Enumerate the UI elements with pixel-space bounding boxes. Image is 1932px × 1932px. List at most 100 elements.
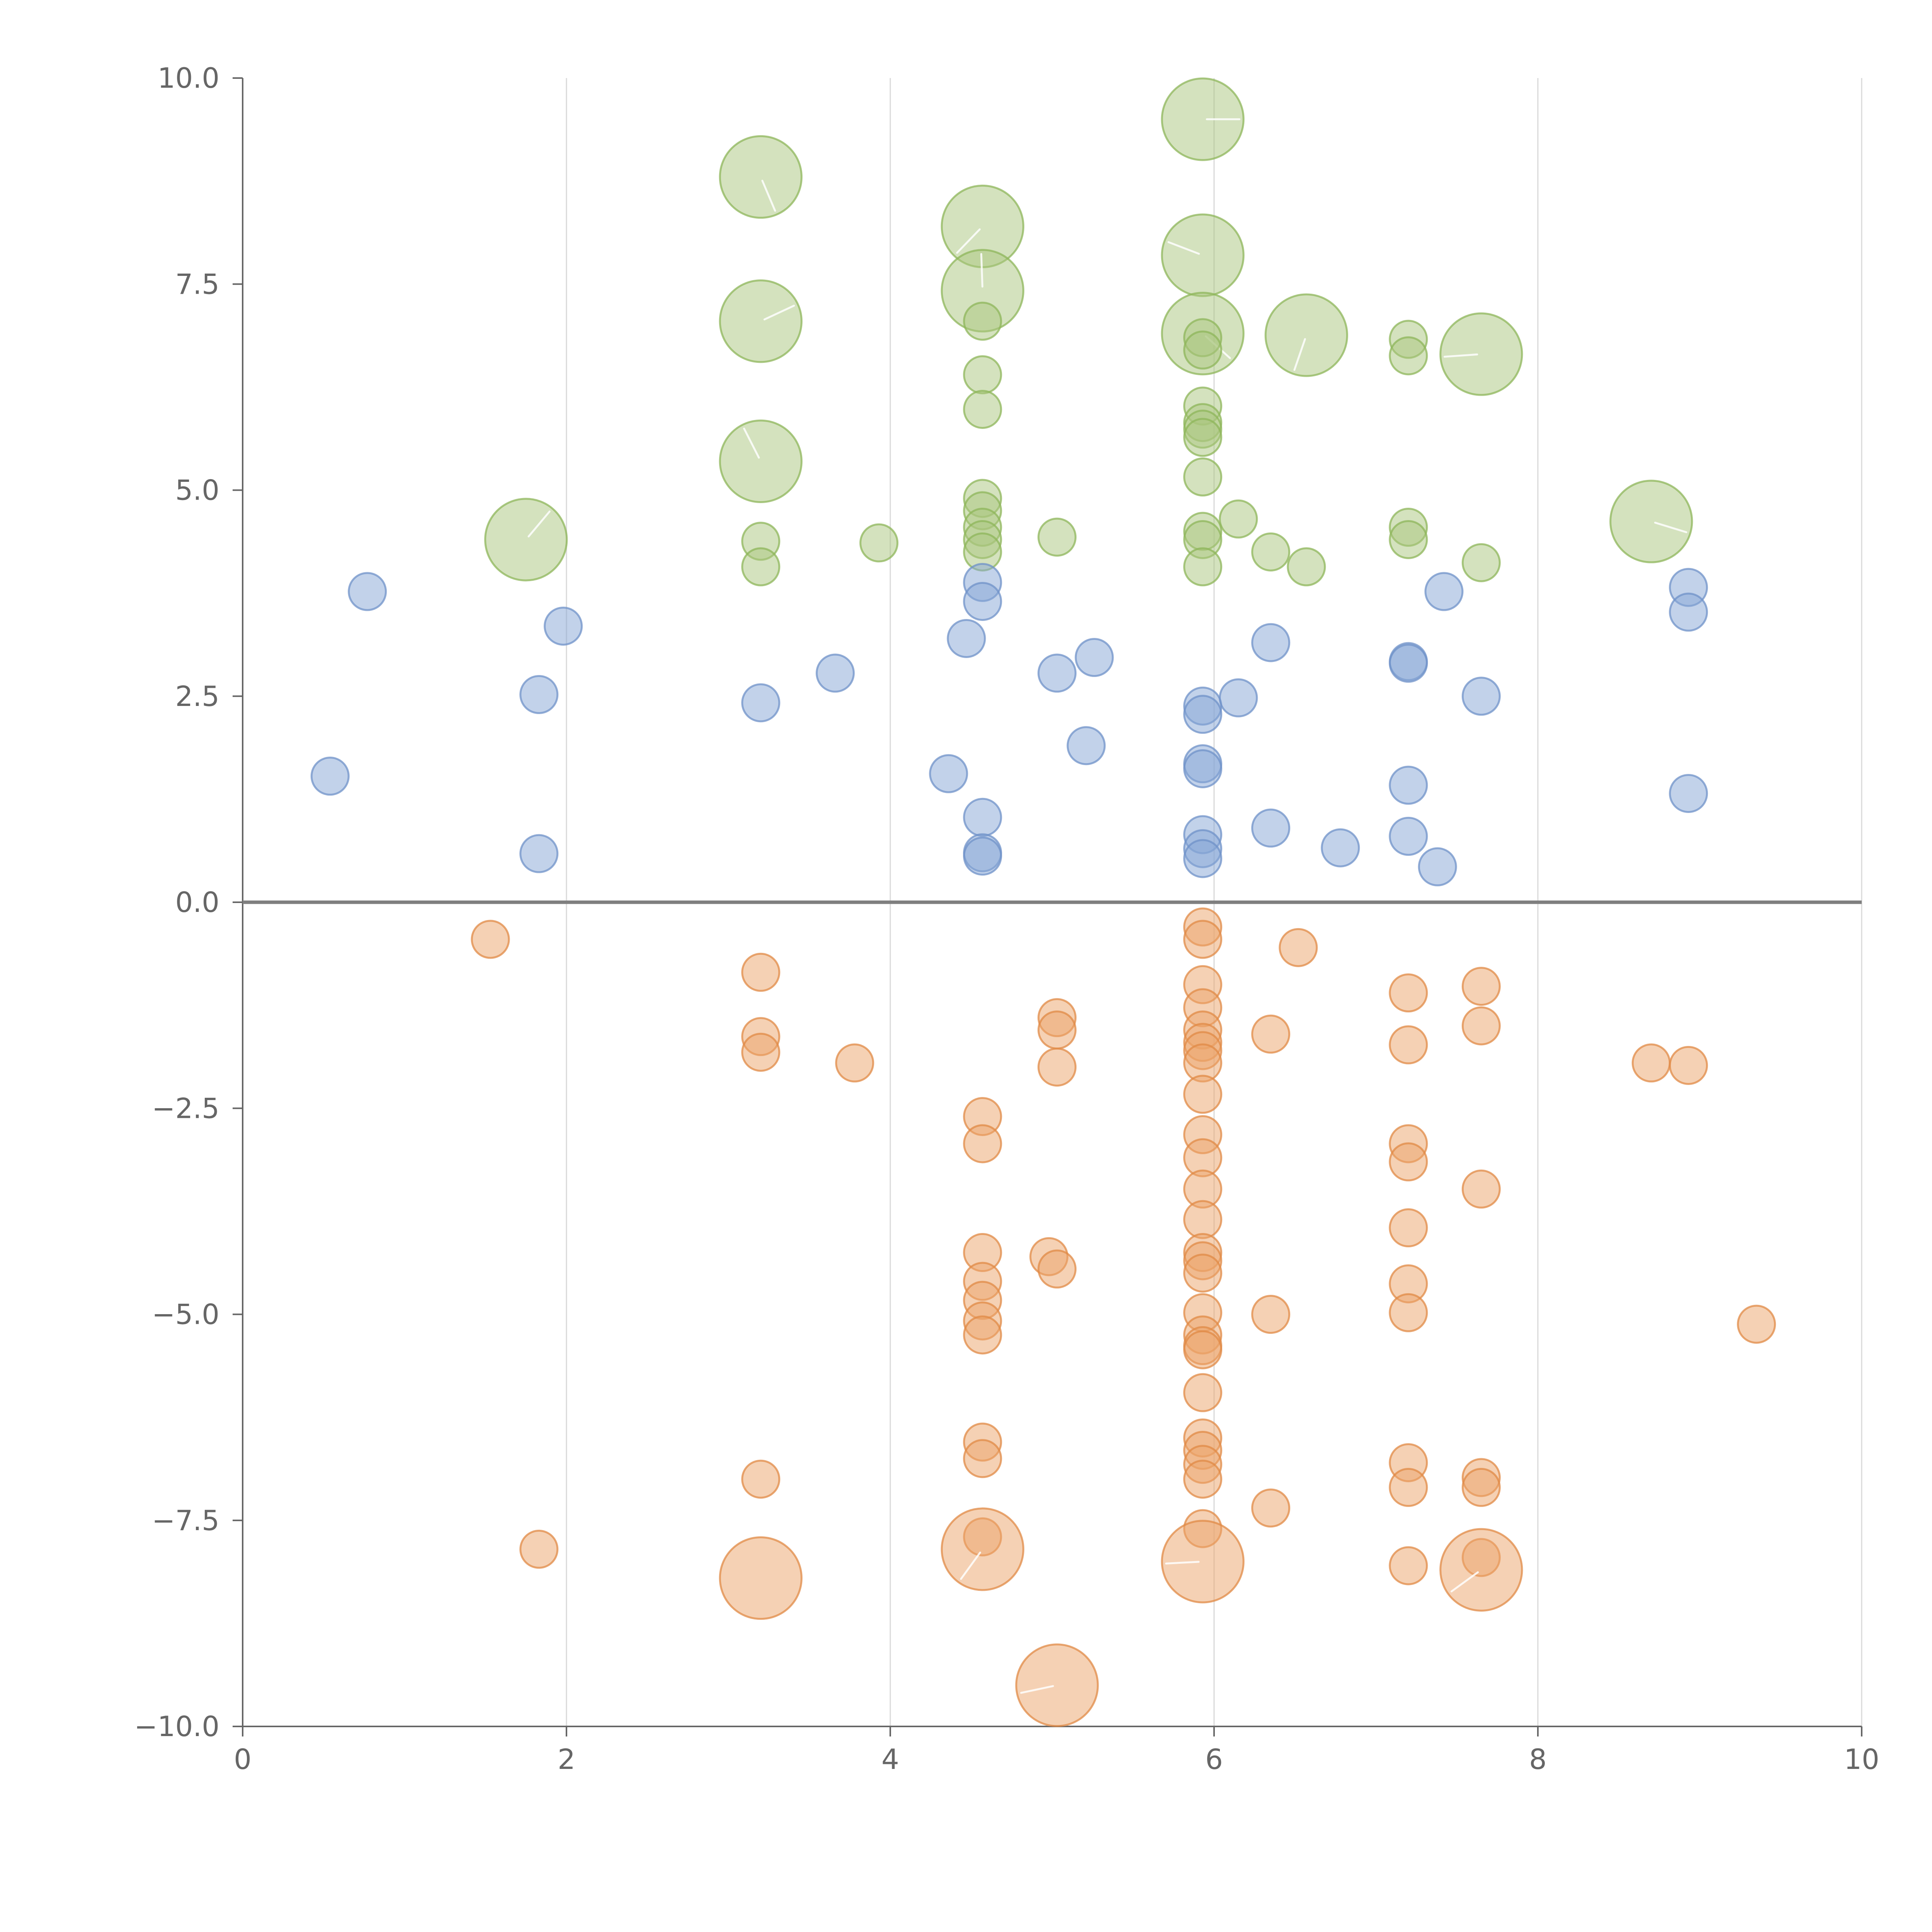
data-point [1609,480,1693,563]
data-point [947,619,986,658]
data-point [1066,726,1106,765]
data-point [348,572,387,611]
data-point [719,135,803,219]
data-point [963,798,1002,837]
data-point [1389,816,1428,856]
data-point [1669,1046,1708,1085]
y-tick-label: 2.5 [175,680,219,713]
data-point [1389,643,1428,683]
series-positive-low [310,563,1708,886]
x-tick-label: 8 [1529,1743,1547,1776]
data-point [519,1529,559,1569]
data-point [1418,847,1457,886]
point-highlight [761,180,776,212]
data-point [719,279,803,363]
data-point [1037,517,1077,557]
data-point [1183,1373,1223,1412]
x-tick-label: 10 [1844,1743,1879,1776]
x-tick-label: 4 [881,1743,899,1776]
point-highlight [743,427,760,459]
point-highlight [1293,338,1306,371]
y-tick-label: 7.5 [175,268,219,300]
data-point [1183,1459,1223,1499]
data-point [1183,1330,1223,1369]
x-tick-label: 2 [558,1743,575,1776]
data-point [963,389,1002,429]
data-point [1321,828,1360,867]
data-point [1389,1025,1428,1065]
data-point [963,582,1002,621]
data-point [1251,532,1291,571]
data-point [1389,765,1428,805]
data-point [1251,808,1291,848]
data-point [1037,653,1077,693]
data-point [1389,1546,1428,1585]
data-point [963,355,1002,395]
data-point [1183,457,1223,497]
data-point [741,547,781,587]
point-highlight [763,304,795,321]
data-point [519,675,559,714]
data-point [816,653,855,693]
data-point [471,920,510,959]
data-point [741,952,781,992]
data-point [1015,1643,1099,1727]
data-point [1219,678,1258,718]
point-highlight [1165,1561,1200,1565]
data-point [1439,312,1523,396]
data-point [963,301,1002,341]
data-point [963,1124,1002,1163]
data-point [719,419,803,503]
data-point [940,1507,1024,1591]
point-highlight [960,1551,981,1580]
data-point [741,683,781,723]
data-point [1461,967,1501,1006]
data-point [1251,1014,1291,1054]
point-highlight [956,228,981,254]
data-point [1461,677,1501,716]
data-point [1037,1048,1077,1087]
x-tick-label: 0 [234,1743,252,1776]
data-point [1183,1200,1223,1239]
data-point [1183,920,1223,959]
data-point [741,1459,781,1499]
point-highlight [1167,241,1200,255]
data-point [1183,418,1223,457]
data-point [1389,1208,1428,1248]
data-point [1669,774,1708,813]
point-highlight [1654,522,1687,533]
data-point [519,834,559,873]
point-highlight [1020,1685,1054,1694]
y-tick-label: 10.0 [158,62,219,94]
y-tick-label: 5.0 [175,474,219,507]
data-point [859,523,899,563]
data-point [1439,1528,1523,1612]
data-point [1183,695,1223,734]
y-tick-label: 0.0 [175,886,219,918]
series-negative [471,907,1776,1727]
data-point [741,1032,781,1072]
data-point [963,1315,1002,1355]
data-point [1737,1304,1776,1344]
data-point [1461,1468,1501,1507]
data-point [1161,213,1245,297]
data-point [1389,336,1428,376]
point-highlight [980,253,983,288]
data-point [1669,592,1708,632]
x-tick-label: 6 [1205,1743,1223,1776]
data-point [1389,973,1428,1013]
data-point [1219,499,1258,539]
data-point [1251,1295,1291,1334]
data-point [1389,1468,1428,1507]
data-point [1279,928,1318,967]
point-highlight [1450,1571,1479,1593]
data-point [1389,1142,1428,1182]
data-point [963,1439,1002,1478]
data-point [929,754,968,793]
data-point [1251,623,1291,662]
data-point [1461,1169,1501,1209]
data-points [310,77,1776,1727]
data-point [1037,1249,1077,1289]
data-point [1424,572,1464,611]
point-highlight [1444,353,1478,358]
